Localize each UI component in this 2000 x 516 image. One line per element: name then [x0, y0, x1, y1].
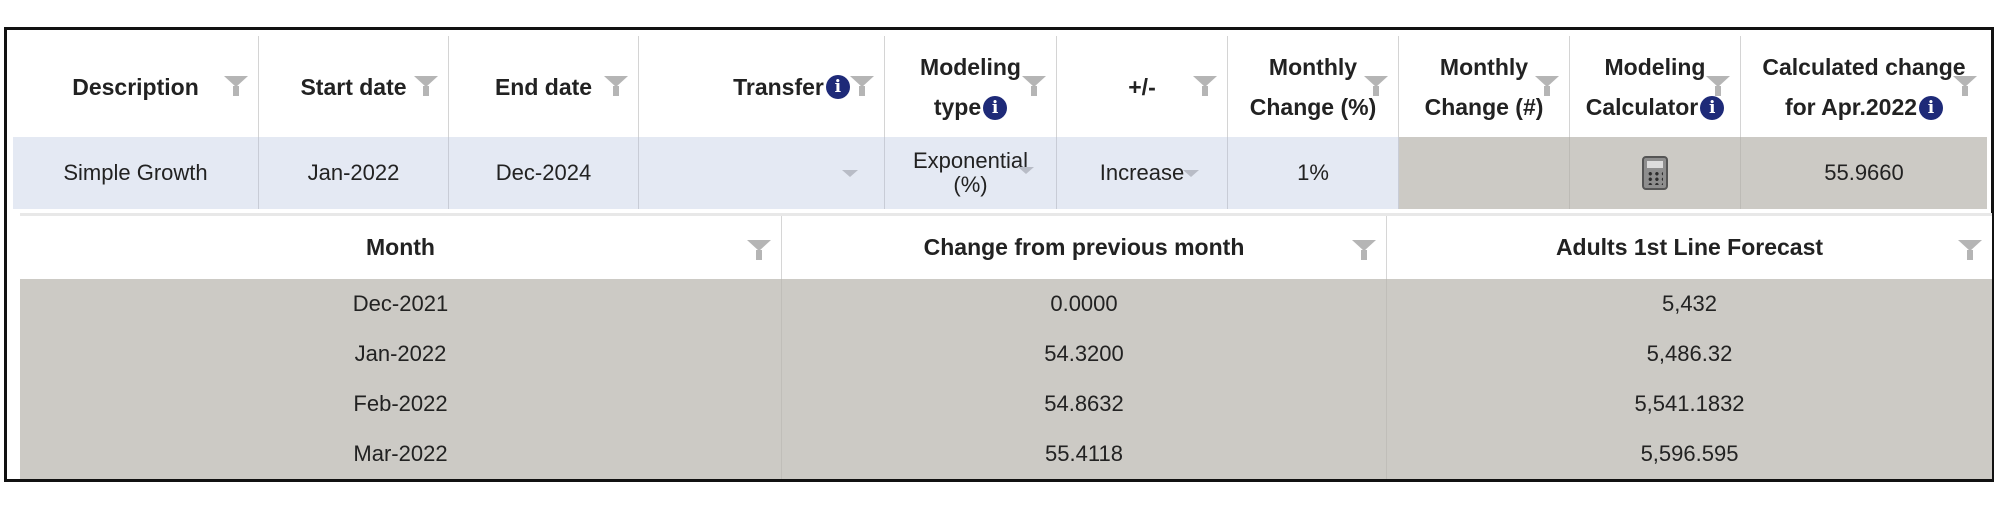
- cell-change: 54.3200: [782, 329, 1387, 379]
- calculator-icon[interactable]: [1642, 156, 1668, 190]
- header-description-label: Description: [72, 73, 199, 100]
- cell-calculated-value: 55.9660: [1824, 160, 1904, 185]
- cell-month: Dec-2021: [20, 279, 782, 329]
- filter-icon[interactable]: [604, 76, 628, 96]
- header-forecast[interactable]: Adults 1st Line Forecast: [1387, 216, 1992, 279]
- filter-icon[interactable]: [414, 76, 438, 96]
- header-forecast-label: Adults 1st Line Forecast: [1555, 234, 1824, 260]
- transfer-dropdown[interactable]: [639, 137, 885, 209]
- cell-start-date-value: Jan-2022: [307, 160, 400, 185]
- chevron-down-icon[interactable]: [842, 170, 858, 177]
- header-month[interactable]: Month: [20, 216, 782, 279]
- cell-month: Jan-2022: [20, 329, 782, 379]
- cell-forecast: 5,596.595: [1640, 441, 1739, 466]
- cell-modeling-type-line2: (%): [953, 172, 988, 197]
- cell-monthly-change-pct[interactable]: 1%: [1228, 137, 1399, 209]
- plus-minus-dropdown[interactable]: Increase: [1057, 137, 1228, 209]
- forecast-table-header: Month Change from previous month Adults …: [20, 213, 1992, 279]
- filter-icon[interactable]: [1352, 240, 1376, 260]
- modeling-table-header: Description Start date End date Transfer…: [13, 36, 1987, 137]
- table-row: Jan-2022 54.3200 5,486.32: [20, 329, 1992, 379]
- header-calculated-line1: Calculated change: [1762, 53, 1966, 80]
- filter-icon[interactable]: [850, 76, 874, 96]
- header-modeling-type-line2: type: [933, 93, 982, 120]
- cell-monthly-pct-value: 1%: [1297, 160, 1329, 185]
- info-icon[interactable]: i: [983, 96, 1008, 121]
- header-change-from-previous[interactable]: Change from previous month: [782, 216, 1387, 279]
- header-start-date[interactable]: Start date: [259, 36, 449, 137]
- filter-icon[interactable]: [1022, 76, 1046, 96]
- info-icon[interactable]: i: [825, 74, 850, 99]
- chevron-down-icon[interactable]: [1183, 170, 1199, 177]
- cell-plus-minus-value: Increase: [1099, 160, 1185, 185]
- modeling-type-dropdown[interactable]: Exponential (%): [885, 137, 1057, 209]
- header-month-label: Month: [366, 234, 435, 260]
- header-end-date-label: End date: [494, 73, 593, 100]
- header-monthly-change-pct[interactable]: Monthly Change (%): [1228, 36, 1399, 137]
- header-calculator-line2: Calculator: [1585, 93, 1699, 120]
- cell-description[interactable]: Simple Growth: [13, 137, 259, 209]
- header-monthly-num-line1: Monthly: [1439, 53, 1529, 80]
- cell-month: Mar-2022: [20, 429, 782, 479]
- header-transfer-label: Transfer: [733, 73, 824, 100]
- forecast-table: Month Change from previous month Adults …: [20, 213, 1992, 479]
- forecast-table-body: Dec-2021 0.0000 5,432 Jan-2022 54.3200 5…: [20, 279, 1992, 479]
- cell-start-date[interactable]: Jan-2022: [259, 137, 449, 209]
- header-end-date[interactable]: End date: [449, 36, 639, 137]
- modeling-table: Description Start date End date Transfer…: [13, 36, 1987, 209]
- cell-change: 55.4118: [782, 429, 1387, 479]
- cell-change: 0.0000: [782, 279, 1387, 329]
- header-calculated-line2: for Apr.2022: [1784, 93, 1918, 120]
- cell-calculated-change: 55.9660: [1741, 137, 1987, 209]
- chevron-down-icon[interactable]: [1018, 167, 1034, 174]
- cell-end-date-value: Dec-2024: [495, 160, 592, 185]
- table-row: Dec-2021 0.0000 5,432: [20, 279, 1992, 329]
- header-change-label: Change from previous month: [923, 234, 1245, 260]
- filter-icon[interactable]: [1953, 76, 1977, 96]
- cell-description-value: Simple Growth: [63, 160, 208, 185]
- filter-icon[interactable]: [224, 76, 248, 96]
- modeling-panel: Description Start date End date Transfer…: [4, 27, 1994, 482]
- table-row: Feb-2022 54.8632 5,541.1832: [20, 379, 1992, 429]
- header-calculated-change[interactable]: Calculated change for Apr.2022 i: [1741, 36, 1987, 137]
- header-monthly-pct-line2: Change (%): [1249, 93, 1377, 120]
- header-monthly-pct-line1: Monthly: [1268, 53, 1358, 80]
- cell-change: 54.8632: [782, 379, 1387, 429]
- cell-end-date[interactable]: Dec-2024: [449, 137, 639, 209]
- header-modeling-calculator[interactable]: Modeling Calculator i: [1570, 36, 1741, 137]
- header-plus-minus-label: +/-: [1128, 73, 1156, 100]
- cell-modeling-type-line1: Exponential: [913, 148, 1028, 173]
- info-icon[interactable]: i: [1700, 96, 1725, 121]
- cell-forecast: 5,432: [1661, 291, 1718, 316]
- filter-icon[interactable]: [1364, 76, 1388, 96]
- header-transfer[interactable]: Transfer i: [639, 36, 885, 137]
- filter-icon[interactable]: [1535, 76, 1559, 96]
- table-row: Mar-2022 55.4118 5,596.595: [20, 429, 1992, 479]
- header-modeling-type[interactable]: Modeling type i: [885, 36, 1057, 137]
- filter-icon[interactable]: [1706, 76, 1730, 96]
- filter-icon[interactable]: [747, 240, 771, 260]
- calculator-button[interactable]: [1570, 137, 1741, 209]
- cell-forecast: 5,486.32: [1646, 341, 1733, 366]
- header-calculator-line1: Modeling: [1604, 53, 1706, 80]
- header-description[interactable]: Description: [13, 36, 259, 137]
- cell-forecast: 5,541.1832: [1634, 391, 1745, 416]
- modeling-row: Simple Growth Jan-2022 Dec-2024 Exponent…: [13, 137, 1987, 209]
- header-plus-minus[interactable]: +/-: [1057, 36, 1228, 137]
- info-icon[interactable]: i: [1919, 96, 1944, 121]
- cell-month: Feb-2022: [20, 379, 782, 429]
- header-modeling-type-line1: Modeling: [920, 53, 1021, 80]
- header-monthly-change-num[interactable]: Monthly Change (#): [1399, 36, 1570, 137]
- cell-monthly-change-num: [1399, 137, 1570, 209]
- header-monthly-num-line2: Change (#): [1424, 93, 1544, 120]
- filter-icon[interactable]: [1193, 76, 1217, 96]
- header-start-date-label: Start date: [300, 73, 407, 100]
- filter-icon[interactable]: [1958, 240, 1982, 260]
